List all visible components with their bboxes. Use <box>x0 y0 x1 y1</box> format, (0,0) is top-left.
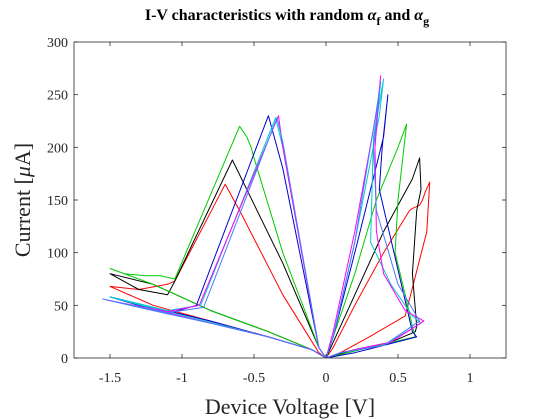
x-tick-label: 1 <box>467 371 474 386</box>
y-tick-label: 150 <box>47 194 68 209</box>
y-tick-label: 200 <box>47 141 68 156</box>
y-tick-label: 250 <box>47 89 68 104</box>
x-tick-label: -1 <box>176 371 188 386</box>
x-tick-label: -0.5 <box>243 371 265 386</box>
x-tick-label: -1.5 <box>99 371 121 386</box>
y-tick-label: 0 <box>61 352 68 367</box>
y-tick-label: 100 <box>47 247 68 262</box>
series-line-2 <box>109 157 422 358</box>
chart-title: I-V characteristics with random αf and α… <box>145 7 429 28</box>
x-tick-label: 0.5 <box>389 371 407 386</box>
y-axis-label: Current [μA] <box>10 143 35 257</box>
y-axis: 0 50 100 150 200 250 300 <box>47 36 506 367</box>
x-tick-label: 0 <box>323 371 330 386</box>
series-line-3 <box>109 123 416 358</box>
x-axis: -1.5 -1 -0.5 0 0.5 1 <box>99 42 474 386</box>
x-axis-label: Device Voltage [V] <box>205 394 375 419</box>
y-tick-label: 300 <box>47 36 68 51</box>
y-tick-label: 50 <box>54 299 68 314</box>
series-line-7 <box>102 81 421 358</box>
plot-frame <box>73 41 507 359</box>
